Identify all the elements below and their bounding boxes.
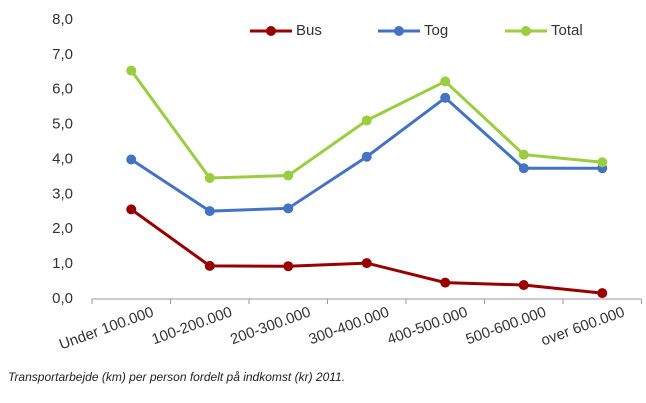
x-tick-label: 100-200.000 <box>149 304 234 349</box>
y-tick-label: 8,0 <box>52 11 73 28</box>
point <box>283 203 294 214</box>
point <box>283 170 294 181</box>
y-tick-label: 7,0 <box>52 46 73 63</box>
point <box>440 92 451 103</box>
y-tick-label: 2,0 <box>52 220 73 237</box>
point <box>361 115 372 126</box>
legend-label: Bus <box>296 22 322 39</box>
point <box>518 163 529 174</box>
legend-marker <box>394 26 404 36</box>
point <box>597 157 608 168</box>
legend-marker <box>521 26 531 36</box>
point <box>126 204 137 215</box>
legend-label: Tog <box>424 22 448 39</box>
x-tick-label: 500-600.000 <box>463 304 548 349</box>
x-tick-label: 300-400.000 <box>306 304 391 349</box>
point <box>440 277 451 288</box>
y-tick-label: 0,0 <box>52 290 73 307</box>
point <box>126 65 137 76</box>
y-tick-label: 3,0 <box>52 185 73 202</box>
legend-label: Total <box>551 22 583 39</box>
point <box>204 260 215 271</box>
y-tick-label: 4,0 <box>52 150 73 167</box>
point <box>518 280 529 291</box>
point <box>126 154 137 165</box>
y-tick-label: 6,0 <box>52 81 73 98</box>
point <box>204 172 215 183</box>
legend-marker <box>266 26 276 36</box>
point <box>361 151 372 162</box>
point <box>283 261 294 272</box>
series-line <box>130 208 603 295</box>
x-tick-label: 400-500.000 <box>385 304 470 349</box>
point <box>518 149 529 160</box>
point <box>597 288 608 299</box>
y-tick-label: 5,0 <box>52 116 73 133</box>
point <box>204 206 215 217</box>
x-tick-label: 200-300.000 <box>228 304 313 349</box>
point <box>361 258 372 269</box>
caption: Transportarbejde (km) per person fordelt… <box>8 370 345 384</box>
y-tick-label: 1,0 <box>52 255 73 272</box>
x-tick-label: over 600.000 <box>539 304 627 350</box>
x-tick-label: Under 100.000 <box>57 304 156 354</box>
point <box>440 76 451 87</box>
